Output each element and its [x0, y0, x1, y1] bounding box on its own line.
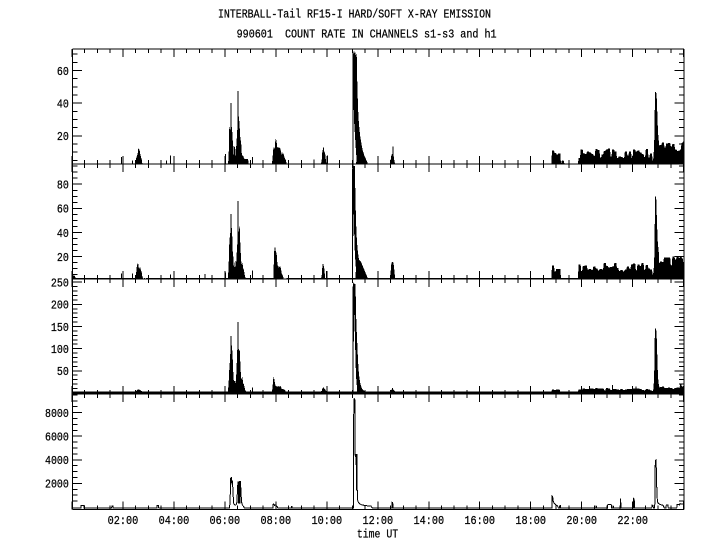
svg-text:04:00: 04:00 — [159, 514, 190, 528]
svg-text:200: 200 — [51, 299, 69, 313]
svg-text:100: 100 — [51, 343, 69, 357]
svg-text:4000: 4000 — [45, 454, 69, 468]
svg-text:2000: 2000 — [45, 478, 69, 492]
svg-text:150: 150 — [51, 321, 69, 335]
svg-text:60: 60 — [57, 203, 69, 217]
svg-text:40: 40 — [57, 98, 69, 112]
svg-text:80: 80 — [57, 179, 69, 193]
svg-text:12:00: 12:00 — [363, 514, 394, 528]
svg-text:20: 20 — [57, 251, 69, 265]
svg-text:06:00: 06:00 — [210, 514, 241, 528]
svg-text:50: 50 — [57, 365, 69, 379]
svg-text:16:00: 16:00 — [464, 514, 495, 528]
svg-text:250: 250 — [51, 277, 69, 291]
svg-text:18:00: 18:00 — [515, 514, 546, 528]
svg-text:14:00: 14:00 — [414, 514, 445, 528]
svg-text:6000: 6000 — [45, 431, 69, 445]
svg-text:60: 60 — [57, 65, 69, 79]
svg-text:02:00: 02:00 — [108, 514, 139, 528]
svg-text:INTERBALL-Tail RF15-I HARD/SOF: INTERBALL-Tail RF15-I HARD/SOFT X-RAY EM… — [218, 7, 491, 21]
svg-text:08:00: 08:00 — [261, 514, 292, 528]
svg-text:20: 20 — [57, 130, 69, 144]
svg-text:8000: 8000 — [45, 407, 69, 421]
svg-text:40: 40 — [57, 227, 69, 241]
svg-text:20:00: 20:00 — [566, 514, 597, 528]
svg-text:22:00: 22:00 — [617, 514, 648, 528]
svg-text:time UT: time UT — [357, 528, 398, 542]
svg-text:10:00: 10:00 — [312, 514, 343, 528]
svg-text:990601 COUNT RATE IN CHANNELS: 990601 COUNT RATE IN CHANNELS s1-s3 and … — [237, 27, 497, 41]
